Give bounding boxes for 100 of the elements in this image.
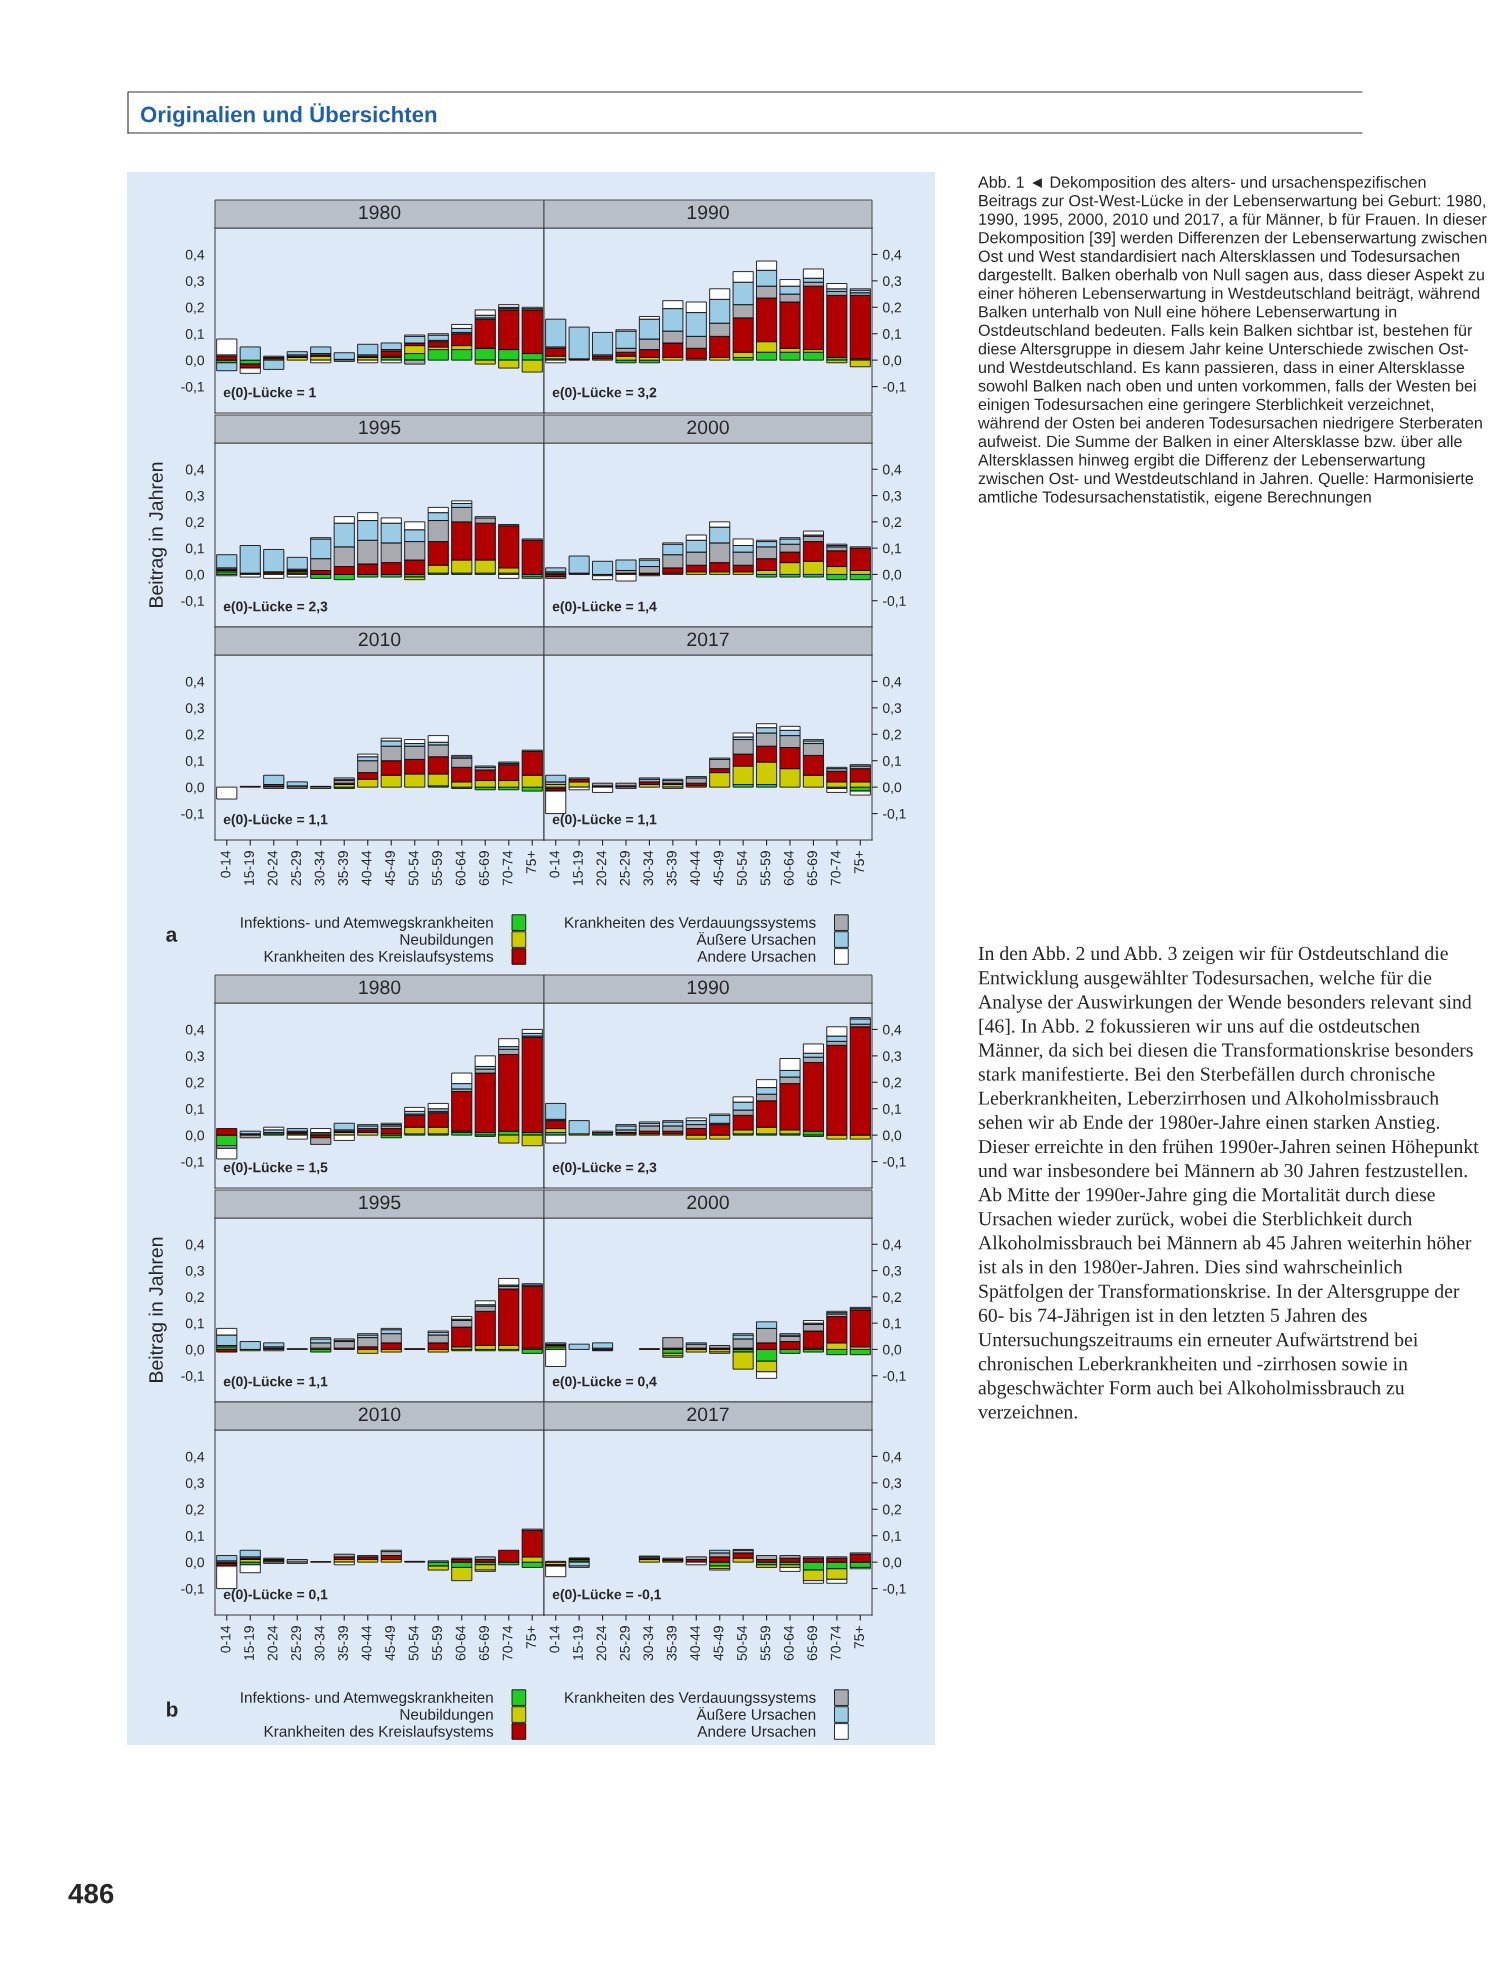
annotation: e(0)-Lücke = 0,4 (552, 1376, 657, 1390)
annotation: e(0)-Lücke = 2,3 (552, 1162, 657, 1176)
annotation: e(0)-Lücke = 0,1 (223, 1589, 328, 1603)
x-tick-label: 20-24 (267, 1625, 278, 1661)
y-tick-label: 0,2 (882, 1292, 902, 1304)
x-tick-label: 75+ (854, 1626, 865, 1649)
y-tick-label: 0,0 (185, 569, 205, 582)
y-tick-label: 0,1 (882, 1318, 902, 1330)
y-tick-label: 0,2 (882, 1504, 902, 1517)
y-axis-title: Beitrag in Jahren (148, 462, 167, 607)
x-tick-label: 70-74 (830, 1625, 841, 1661)
y-tick-label: 0,1 (185, 543, 204, 555)
x-tick-label: 50-54 (737, 850, 747, 886)
text: In den Abb. 2 und Abb. 3 zeigen wir für Ostdeutschland die Entwicklung ausgewählter Todesursachen, welche für die Analyse der Auswirkungen der Wende besonders relevant sind [46]. In Abb. 2 fokussieren wir uns auf die ostdeutschen Männer, da sich bei diesen die Transformationskrise besonders stark manifestierte. Bei den Sterbefällen durch chronische Leberkrankheiten, Leberzirrhosen und Alkoholmissbrauch sehen wir ab Ende der 1980er-Jahre einen starken Anstieg. Dieser erreichte in den frühen 1990er-Jahren seinen Höhepunkt und war insbesondere bei Männern ab 30 Jahren festzustellen. Ab Mitte der 1990er-Jahre ging die Mortalität durch diese Ursachen wieder zurück, wobei die Sterblichkeit durch Alkoholmissbrauch bei Männern ab 45 Jahren weiterhin höher ist als in den 1980er-Jahren. Dies sind wahrscheinlich Spätfolgen der Transformationskrise. In der Altersgruppe der 60- bis 74-Jährigen ist in den letzten 5 Jahren des Untersuchungszeitraums ein erneuter Aufwärtstrend bei chronischen Leberkrankheiten und -zirrhosen sowie in abgeschwächter Form auch bei Alkoholmissbrauch zu verzeichnen. (978, 946, 1479, 1419)
y-tick-label: 0,3 (882, 490, 902, 503)
x-tick-label: 15-19 (573, 1626, 583, 1660)
y-tick-label: 0,3 (185, 276, 204, 288)
y-tick-label: 0,0 (185, 782, 205, 794)
legend-label: Andere Ursachen (697, 1725, 816, 1737)
x-tick-label: 65-69 (807, 851, 818, 886)
x-tick-label: 70-74 (502, 1625, 513, 1661)
x-tick-label: 0-14 (549, 850, 560, 878)
annotation: e(0)-Lücke = -0,1 (552, 1589, 662, 1603)
y-tick-label: 0,1 (882, 1531, 902, 1543)
x-tick-label: 15-19 (573, 851, 583, 885)
y-tick-label: -0,1 (181, 1371, 204, 1383)
y-tick-label: 0,4 (185, 1451, 205, 1464)
y-tick-label: 0,0 (882, 1557, 902, 1569)
chart-title: 1995 (359, 1195, 401, 1210)
x-tick-label: 45-49 (713, 1626, 724, 1661)
chart-title: 2000 (687, 420, 729, 435)
y-tick-label: 0,0 (882, 1130, 902, 1142)
x-tick-label: 35-39 (666, 1626, 677, 1661)
y-tick-label: 0,4 (882, 1451, 902, 1464)
y-tick-label: 0,1 (882, 756, 902, 768)
x-tick-label: 25-29 (291, 851, 301, 886)
y-tick-label: 0,2 (185, 1077, 204, 1090)
y-tick-label: 0,0 (882, 355, 902, 367)
y-tick-label: 0,3 (882, 1478, 902, 1490)
x-tick-label: 20-24 (596, 850, 607, 886)
x-tick-label: 20-24 (596, 1625, 607, 1661)
y-axis-title: Beitrag in Jahren (148, 1237, 167, 1382)
y-tick-label: 0,2 (185, 1292, 204, 1304)
y-tick-label: 0,1 (185, 329, 204, 341)
x-tick-label: 35-39 (666, 851, 677, 886)
y-tick-label: 0,1 (185, 1531, 204, 1543)
y-tick-label: 0,4 (185, 1024, 205, 1037)
y-tick-label: 0,4 (882, 1024, 902, 1037)
chart-title: 1980 (359, 205, 401, 220)
y-tick-label: 0,0 (185, 1130, 205, 1142)
y-tick-label: 0,4 (185, 249, 205, 262)
x-tick-label: 75+ (526, 851, 536, 874)
text: a (166, 930, 178, 942)
chart-title: 2017 (687, 1407, 729, 1422)
y-tick-label: 0,4 (882, 1239, 902, 1252)
x-tick-label: 35-39 (338, 851, 348, 886)
y-tick-label: 0,4 (185, 1239, 205, 1252)
annotation: e(0)-Lücke = 1,4 (552, 601, 657, 615)
x-tick-label: 40-44 (690, 1625, 701, 1661)
x-tick-label: 40-44 (690, 850, 701, 886)
x-tick-label: 50-54 (408, 850, 419, 886)
y-tick-label: 0,1 (185, 1318, 204, 1330)
y-tick-label: -0,1 (181, 808, 204, 821)
x-tick-label: 50-54 (408, 1625, 419, 1661)
chart-title: 2017 (687, 632, 729, 647)
x-tick-label: 55-59 (432, 851, 442, 886)
y-tick-label: 0,3 (185, 1265, 204, 1278)
x-tick-label: 60-64 (455, 1625, 466, 1661)
chart-title: 1980 (359, 980, 401, 995)
x-tick-label: 30-34 (314, 850, 325, 886)
y-tick-label: 0,4 (882, 464, 902, 477)
x-tick-label: 45-49 (713, 851, 724, 886)
chart-title: 1990 (687, 205, 729, 220)
legend-label: Äußere Ursachen (696, 931, 816, 945)
y-tick-label: 0,2 (882, 302, 902, 315)
annotation: e(0)-Lücke = 1,5 (223, 1162, 328, 1176)
legend-label: Krankheiten des Verdauungssystems (565, 916, 816, 931)
y-tick-label: 0,1 (882, 1104, 902, 1116)
y-tick-label: 0,2 (882, 729, 902, 742)
y-tick-label: 0,0 (185, 1344, 205, 1357)
legend-label: Neubildungen (400, 1708, 493, 1723)
x-tick-label: 50-54 (737, 1625, 747, 1661)
y-tick-label: 0,2 (882, 1077, 902, 1090)
chart-title: 1990 (687, 980, 729, 995)
x-tick-label: 0-14 (220, 850, 231, 878)
x-tick-label: 15-19 (244, 851, 254, 885)
x-tick-label: 40-44 (361, 1625, 372, 1661)
legend-label: Infektions- und Atemwegskrankheiten (241, 916, 493, 931)
y-tick-label: 0,3 (185, 1051, 204, 1063)
x-tick-label: 0-14 (220, 1625, 231, 1653)
y-tick-label: 0,4 (185, 676, 205, 689)
x-tick-label: 60-64 (455, 850, 466, 886)
x-tick-label: 65-69 (479, 851, 489, 886)
legend-label: Infektions- und Atemwegskrankheiten (241, 1691, 493, 1706)
y-tick-label: -0,1 (883, 1156, 906, 1169)
x-tick-label: 75+ (854, 851, 865, 874)
y-tick-label: -0,1 (883, 808, 906, 821)
y-tick-label: 0,4 (882, 676, 902, 689)
y-tick-label: 0,1 (185, 756, 204, 768)
y-tick-label: -0,1 (181, 1156, 204, 1169)
